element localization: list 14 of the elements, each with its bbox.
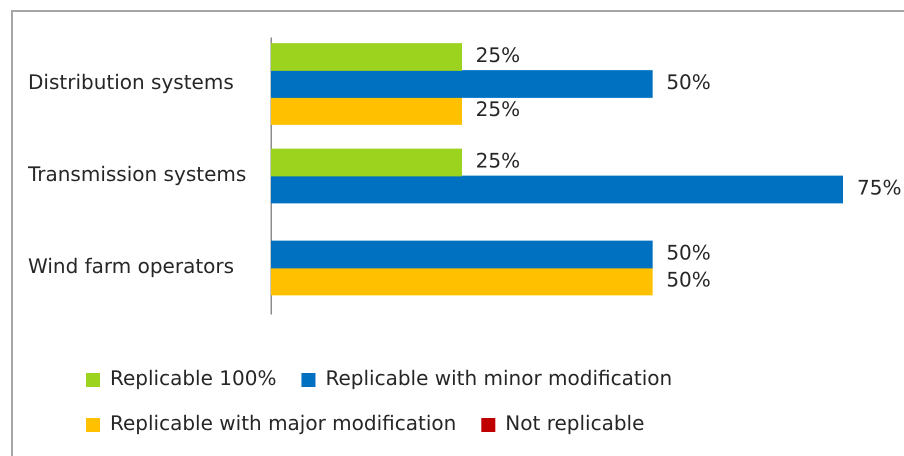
y-tick-label: Wind farm operators xyxy=(28,254,234,278)
y-tick-label: Distribution systems xyxy=(28,70,234,94)
legend-label: Replicable with minor modification xyxy=(325,366,672,390)
data-label: 50% xyxy=(666,240,711,265)
data-label: 25% xyxy=(476,148,520,173)
legend-label: Replicable with major modification xyxy=(110,411,456,436)
data-label: 50% xyxy=(666,70,711,94)
data-label: 75% xyxy=(857,176,902,200)
data-label: 50% xyxy=(666,268,711,292)
y-tick-label: Transmission systems xyxy=(27,162,246,186)
legend-label: Replicable 100% xyxy=(110,366,276,390)
data-label: 25% xyxy=(476,97,520,122)
data-label: 25% xyxy=(476,43,520,68)
legend-label: Not replicable xyxy=(505,411,644,436)
